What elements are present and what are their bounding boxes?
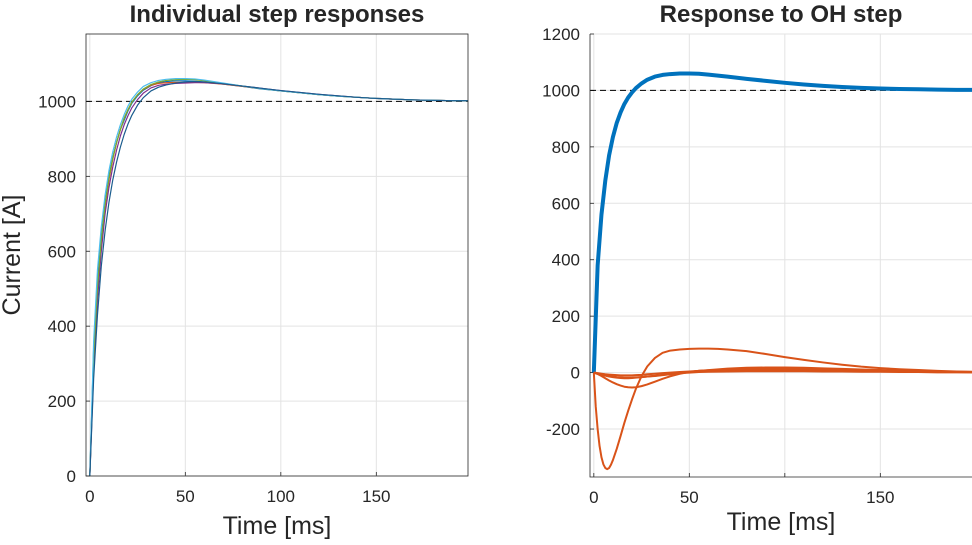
right-y-tick-label: 1200 bbox=[542, 25, 580, 44]
series-line-1 bbox=[591, 71, 972, 373]
left-x-axis-label: Time [ms] bbox=[223, 512, 332, 540]
left-y-axis-label: Current [A] bbox=[0, 195, 26, 316]
right-y-tick-label: 600 bbox=[552, 194, 580, 213]
left-y-tick-label: 800 bbox=[48, 167, 76, 186]
right-chart-title: Response to OH step bbox=[660, 1, 903, 28]
right-y-tick-label: 200 bbox=[552, 307, 580, 326]
right-y-ticks: -200 0 200 400 600 800 1000 1200 bbox=[542, 25, 580, 439]
series-line-6 bbox=[89, 80, 468, 477]
right-x-axis-label: Time [ms] bbox=[727, 508, 836, 536]
right-axes-frame bbox=[589, 34, 972, 478]
series-line-6 bbox=[593, 367, 972, 377]
left-x-tick-label: 0 bbox=[85, 487, 94, 506]
left-x-tick-label: 100 bbox=[267, 487, 295, 506]
series-line-3 bbox=[89, 82, 468, 477]
series-line-5 bbox=[89, 77, 468, 477]
right-y-tick-label: -200 bbox=[546, 420, 580, 439]
left-y-ticks: 0 200 400 600 800 1000 bbox=[38, 92, 76, 486]
right-grid bbox=[590, 33, 972, 477]
series-line-2 bbox=[592, 347, 972, 471]
right-x-tick-label: 0 bbox=[589, 488, 598, 507]
left-x-tick-label: 150 bbox=[362, 487, 390, 506]
left-y-tick-label: 600 bbox=[48, 242, 76, 261]
left-x-tick-label: 50 bbox=[176, 487, 195, 506]
left-series-group bbox=[89, 77, 468, 477]
right-y-tick-label: 800 bbox=[552, 138, 580, 157]
right-y-tick-label: 1000 bbox=[542, 81, 580, 100]
series-line-1 bbox=[89, 80, 468, 477]
right-y-tick-label: 400 bbox=[552, 251, 580, 270]
right-y-tick-label: 0 bbox=[571, 364, 580, 383]
left-y-tick-label: 200 bbox=[48, 392, 76, 411]
right-series-group bbox=[591, 71, 972, 471]
left-axes-box bbox=[85, 33, 469, 477]
right-x-tick-label: 150 bbox=[866, 488, 894, 507]
right-axes: 0 50 150 -200 0 200 400 600 800 1000 120… bbox=[542, 1, 972, 536]
left-axes: 0 50 100 150 0 200 400 600 800 1000 Indi… bbox=[0, 1, 469, 540]
left-y-tick-label: 400 bbox=[48, 317, 76, 336]
series-line-2 bbox=[89, 81, 468, 477]
right-x-ticks: 0 50 150 bbox=[589, 488, 894, 507]
right-x-tick-label: 50 bbox=[680, 488, 699, 507]
left-chart-title: Individual step responses bbox=[130, 1, 425, 28]
left-y-tick-label: 1000 bbox=[38, 92, 76, 111]
left-y-tick-label: 0 bbox=[67, 467, 76, 486]
series-line-5 bbox=[593, 370, 972, 380]
left-x-ticks: 0 50 100 150 bbox=[85, 487, 390, 506]
series-line-4 bbox=[89, 78, 468, 477]
